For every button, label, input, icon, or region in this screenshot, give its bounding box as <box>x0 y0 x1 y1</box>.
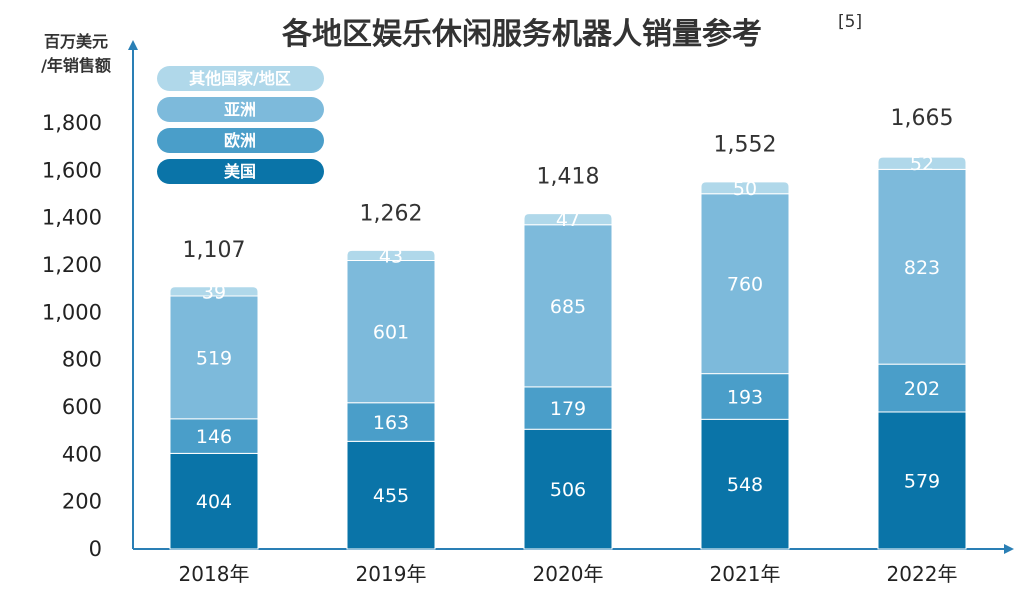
y-tick-label: 1,000 <box>42 300 102 324</box>
bar-segment <box>877 168 967 365</box>
bar-segment-label: 146 <box>196 426 232 448</box>
bar-group: 404 146 519 39 1,107 <box>169 238 259 550</box>
y-axis-unit-line2: /年销售额 <box>41 56 111 75</box>
bar-segment-label: 506 <box>550 479 586 501</box>
bar-segment-label: 601 <box>373 322 409 344</box>
bar-group: 548 193 760 50 1,552 <box>700 133 790 550</box>
bar-segment-label: 50 <box>733 178 757 200</box>
y-tick-label: 800 <box>62 348 102 372</box>
x-tick-label: 2019年 <box>356 562 427 586</box>
bar-total-label: 1,418 <box>537 164 600 189</box>
legend-label: 美国 <box>224 162 256 181</box>
y-tick-label: 600 <box>62 395 102 419</box>
bar-segment <box>700 193 790 375</box>
y-axis-unit-line1: 百万美元 <box>44 32 108 51</box>
bar-group: 455 163 601 43 1,262 <box>346 201 436 550</box>
y-tick-label: 0 <box>89 537 102 561</box>
bar-segment-label: 404 <box>196 491 232 513</box>
bar-segment-label: 519 <box>196 347 232 369</box>
legend-swatch <box>157 97 324 122</box>
bar-segment-label: 760 <box>727 274 763 296</box>
bar-segment-label: 455 <box>373 485 409 507</box>
bar-segment <box>523 428 613 550</box>
bar-segment <box>700 418 790 550</box>
bar-segment-label: 163 <box>373 412 409 434</box>
bar-segment-label: 193 <box>727 386 763 408</box>
legend-swatch <box>157 66 324 91</box>
bar-segment <box>346 249 436 262</box>
x-tick-label: 2020年 <box>533 562 604 586</box>
bar-segment <box>169 418 259 454</box>
bar-segment <box>169 286 259 297</box>
x-axis-ticks: 2018年 2019年 2020年 2021年 2022年 <box>179 562 958 586</box>
bar-segment <box>346 260 436 404</box>
legend-label: 欧洲 <box>224 131 256 150</box>
y-tick-label: 1,800 <box>42 111 102 135</box>
bar-total-label: 1,107 <box>183 238 246 263</box>
legend-label: 亚洲 <box>224 100 256 119</box>
bar-total-label: 1,262 <box>360 201 423 226</box>
legend-swatch <box>157 159 324 184</box>
bar-segment <box>700 373 790 420</box>
bar-segment-label: 579 <box>904 470 940 492</box>
bar-segment <box>523 224 613 388</box>
x-tick-label: 2018年 <box>179 562 250 586</box>
x-tick-label: 2021年 <box>710 562 781 586</box>
bars: 404 146 519 39 1,107 455 163 601 43 1,262 506 179 68… <box>169 106 967 550</box>
bar-segment-label: 685 <box>550 296 586 318</box>
bar-segment <box>877 411 967 550</box>
bar-segment-label: 179 <box>550 398 586 420</box>
bar-group: 579 202 823 52 1,665 <box>877 106 967 550</box>
x-tick-label: 2022年 <box>887 562 958 586</box>
bar-segment <box>700 181 790 195</box>
y-axis-ticks: 0 200 400 600 800 1,000 1,200 1,400 1,600 1,800 <box>42 111 102 561</box>
legend-item: 其他国家/地区 <box>157 66 324 91</box>
bar-segment-label: 47 <box>556 209 580 231</box>
bar-segment <box>523 386 613 430</box>
bar-segment-label: 202 <box>904 378 940 400</box>
y-tick-label: 400 <box>62 442 102 466</box>
legend-item: 亚洲 <box>157 97 324 122</box>
y-tick-label: 1,400 <box>42 206 102 230</box>
bar-segment-label: 52 <box>910 153 934 175</box>
bar-total-label: 1,665 <box>891 106 954 131</box>
bar-segment-label: 823 <box>904 257 940 279</box>
chart-title: 各地区娱乐休闲服务机器人销量参考 <box>281 17 762 52</box>
legend-item: 美国 <box>157 159 324 184</box>
bar-segment <box>523 213 613 226</box>
legend-label: 其他国家/地区 <box>189 69 291 88</box>
bar-segment <box>877 363 967 413</box>
bar-segment <box>877 156 967 170</box>
legend-swatch <box>157 128 324 153</box>
title-superscript: [5] <box>838 12 862 32</box>
bar-segment-label: 39 <box>202 281 226 303</box>
bar-segment <box>346 402 436 442</box>
legend-item: 欧洲 <box>157 128 324 153</box>
bar-total-label: 1,552 <box>714 133 777 158</box>
y-tick-label: 200 <box>62 490 102 514</box>
bar-segment-label: 548 <box>727 474 763 496</box>
bar-group: 506 179 685 47 1,418 <box>523 164 613 550</box>
y-tick-label: 1,200 <box>42 253 102 277</box>
bar-segment-label: 43 <box>379 245 403 267</box>
y-tick-label: 1,600 <box>42 158 102 182</box>
